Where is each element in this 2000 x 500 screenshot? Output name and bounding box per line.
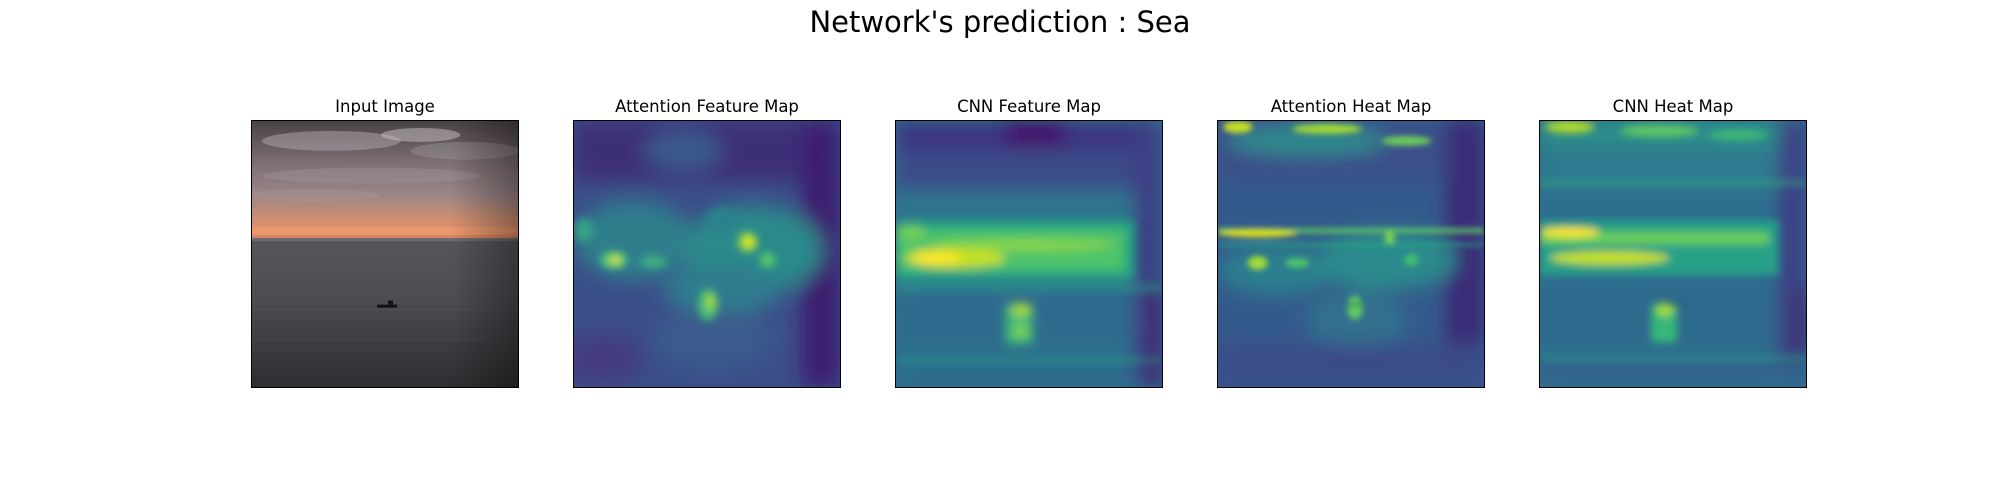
attention-heat-map	[1217, 120, 1485, 388]
panel-title: CNN Feature Map	[957, 97, 1101, 116]
panel-title: CNN Heat Map	[1612, 97, 1734, 116]
panel-title: Attention Heat Map	[1270, 97, 1432, 116]
boat-icon	[377, 300, 397, 308]
cnn-feature-heatmap	[896, 121, 1162, 387]
panel-attention-heat-map: Attention Heat Map	[1217, 94, 1485, 388]
panel-attention-feature-map: Attention Feature Map	[573, 94, 841, 388]
panel-cnn-heat-map: CNN Heat Map	[1539, 94, 1807, 388]
panel-cnn-feature-map: CNN Feature Map	[895, 94, 1163, 388]
cnn-heat-map	[1539, 120, 1807, 388]
panel-title: Attention Feature Map	[615, 97, 799, 116]
panel-title: Input Image	[335, 97, 435, 116]
sea-photo	[252, 121, 518, 387]
cnn-feature-map	[895, 120, 1163, 388]
panel-input-image: Input Image	[251, 94, 519, 388]
input-image	[251, 120, 519, 388]
attention-feature-heatmap	[574, 121, 840, 387]
attention-feature-map	[573, 120, 841, 388]
cnn-heat-overlay	[1540, 121, 1806, 387]
attention-heat-overlay	[1218, 121, 1484, 387]
figure-title: Network's prediction : Sea	[809, 5, 1191, 39]
